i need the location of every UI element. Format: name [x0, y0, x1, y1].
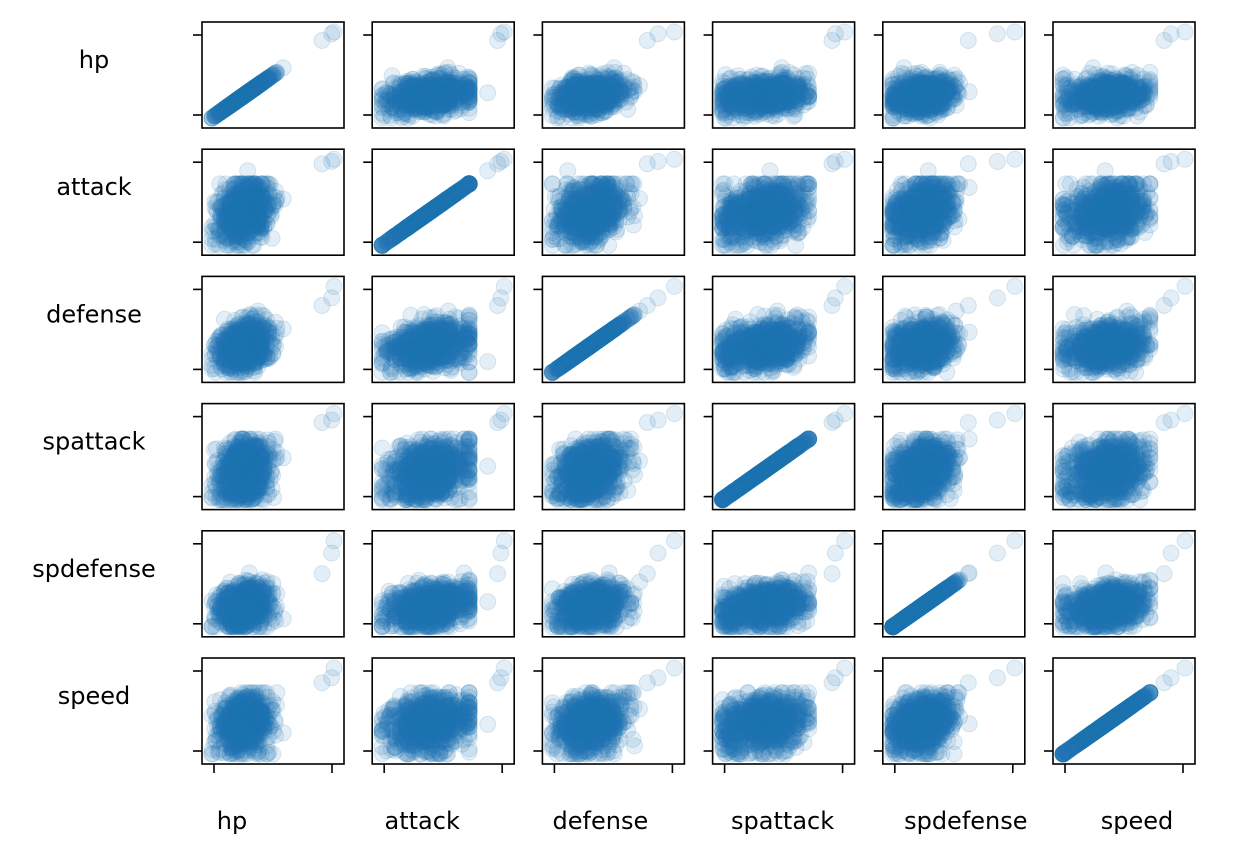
panel-hp-vs-spattack	[704, 22, 855, 128]
data-point	[480, 85, 496, 101]
data-point	[751, 99, 767, 115]
points	[204, 24, 342, 126]
data-point	[385, 75, 401, 91]
data-point	[920, 85, 936, 101]
data-point	[715, 104, 731, 120]
panel-hp-vs-attack	[363, 22, 514, 128]
data-point	[824, 33, 840, 49]
data-point	[788, 96, 804, 112]
data-point	[736, 78, 752, 94]
data-point	[989, 26, 1005, 42]
data-point	[385, 99, 401, 115]
points	[885, 24, 1023, 126]
panel-hp-vs-speed	[1044, 22, 1195, 128]
points	[374, 24, 512, 126]
panels-group	[193, 22, 1195, 773]
data-point	[960, 33, 976, 49]
data-point	[951, 86, 967, 102]
data-point	[433, 96, 449, 112]
data-point	[240, 85, 256, 101]
data-point	[1007, 24, 1023, 40]
panel-hp-vs-hp	[193, 22, 344, 128]
data-point	[639, 33, 655, 49]
data-point	[449, 79, 465, 95]
data-point	[801, 65, 817, 81]
data-point	[716, 82, 732, 98]
data-point	[461, 91, 477, 107]
data-point	[490, 33, 506, 49]
panel-hp-vs-spdefense	[874, 22, 1025, 128]
data-point	[544, 89, 560, 105]
points	[544, 24, 682, 126]
data-point	[224, 96, 240, 112]
data-point	[560, 85, 576, 101]
data-point	[606, 79, 622, 95]
data-point	[762, 85, 778, 101]
data-point	[314, 33, 330, 49]
data-point	[885, 110, 901, 126]
points	[715, 24, 853, 126]
data-point	[666, 24, 682, 40]
data-point	[1058, 70, 1074, 86]
points	[1055, 24, 1193, 126]
data-point	[418, 68, 434, 84]
panel-hp-vs-defense	[533, 22, 684, 128]
